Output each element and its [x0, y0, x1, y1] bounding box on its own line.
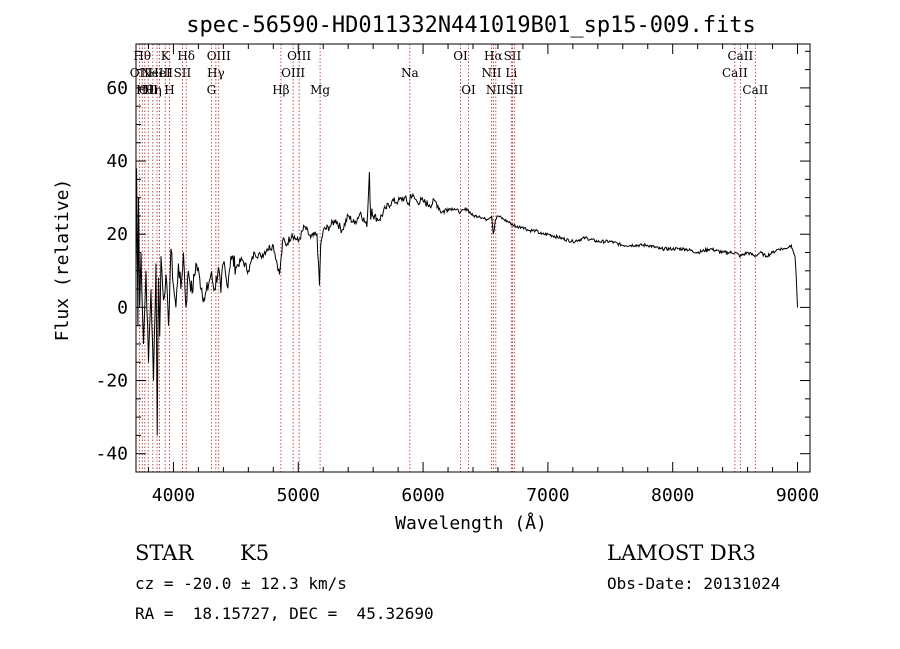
marker-label: G [207, 83, 217, 97]
x-tick-label: 7000 [526, 485, 569, 506]
spectral-class: K5 [240, 541, 269, 565]
marker-label: CaII [727, 49, 753, 63]
survey-name: LAMOST DR3 [607, 541, 756, 565]
marker-label: OIII [207, 49, 231, 63]
marker-label: Hθ [136, 83, 154, 97]
marker-label: Hα [484, 49, 503, 63]
marker-label: HeI [148, 66, 171, 80]
y-tick-label: -40 [95, 444, 128, 465]
marker-label: Hγ [207, 66, 225, 80]
marker-label: OII [139, 83, 159, 97]
x-axis-ticks: 4000 5000 6000 7000 8000 9000 [147, 44, 819, 506]
velocity-text: cz = -20.0 ± 12.3 km/s [135, 574, 347, 593]
x-tick-label: 5000 [277, 485, 320, 506]
y-axis-ticks: -40 -20 0 20 40 60 [95, 50, 810, 473]
plot-frame [135, 43, 811, 473]
marker-label: Na [401, 66, 419, 80]
chart-title: spec-56590-HD011332N441019B01_sp15-009.f… [186, 13, 756, 38]
marker-label: Hδ [177, 49, 195, 63]
marker-label: SII [504, 49, 522, 63]
marker-label: CaII [742, 83, 768, 97]
object-type: STAR [135, 541, 194, 565]
coordinates-text: RA = 18.15727, DEC = 45.32690 [135, 604, 434, 623]
y-tick-label: 40 [106, 151, 128, 172]
marker-label: OIII [287, 49, 311, 63]
marker-label: SII [174, 66, 192, 80]
marker-label: SII [505, 83, 523, 97]
marker-label: H [164, 83, 174, 97]
x-axis-label: Wavelength (Å) [395, 512, 547, 534]
marker-label: OIII [281, 66, 305, 80]
y-tick-label: 20 [106, 224, 128, 245]
y-tick-label: 60 [106, 78, 128, 99]
marker-label: Li [505, 66, 517, 80]
x-tick-label: 6000 [401, 485, 444, 506]
marker-label: NII [486, 83, 506, 97]
marker-label: Hη [144, 83, 162, 97]
x-tick-label: 8000 [651, 485, 694, 506]
marker-label: NII [481, 66, 501, 80]
marker-label: K [161, 49, 171, 63]
marker-label: OII [130, 66, 150, 80]
line-markers: OIIHθHθOIIHηNeIIIHeIKHSIIHδGHγOIIIHβOIII… [130, 44, 768, 472]
marker-label: Hβ [272, 83, 289, 97]
x-tick-label: 9000 [776, 485, 819, 506]
marker-label: Hθ [133, 49, 151, 63]
obs-date: Obs-Date: 20131024 [607, 574, 780, 593]
y-tick-label: -20 [95, 371, 128, 392]
marker-label: OI [453, 49, 468, 63]
y-axis-label: Flux (relative) [52, 179, 73, 342]
marker-label: CaII [722, 66, 748, 80]
series-flux-line [135, 168, 798, 436]
marker-label: Mg [310, 83, 330, 97]
marker-label: OI [461, 83, 476, 97]
x-tick-label: 4000 [152, 485, 195, 506]
y-tick-label: 0 [117, 297, 128, 318]
